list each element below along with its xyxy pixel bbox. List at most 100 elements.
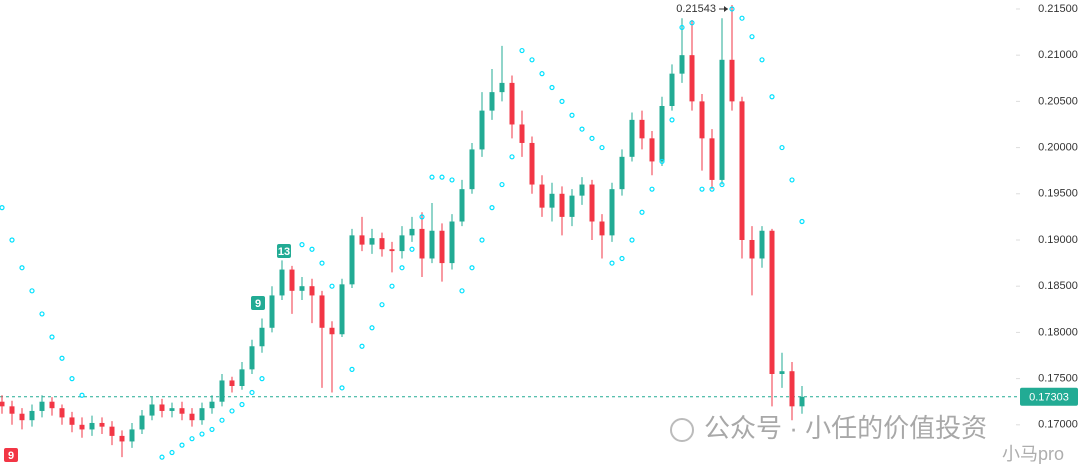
count-label: 9: [255, 298, 261, 310]
y-tick-label: 0.21500: [1038, 3, 1078, 15]
candle-body: [799, 396, 805, 407]
candle-body: [249, 346, 255, 370]
candle-body: [359, 235, 365, 245]
candle-body: [569, 195, 575, 217]
candle-body: [169, 408, 175, 411]
candle-body: [449, 221, 455, 264]
candle-body: [529, 142, 535, 185]
candle-body: [179, 408, 185, 414]
candle-body: [669, 73, 675, 106]
sar-dot: [409, 246, 415, 252]
sar-dot: [309, 246, 315, 252]
candle-body: [149, 404, 155, 416]
candle-body: [209, 401, 215, 409]
candle-body: [399, 235, 405, 252]
sar-dot: [39, 311, 45, 317]
candle-body: [59, 408, 65, 418]
candle-body: [109, 426, 115, 436]
sar-dot: [259, 376, 265, 382]
sar-dot: [709, 186, 715, 192]
sar-dot: [299, 242, 305, 248]
sar-dot: [679, 24, 685, 31]
sar-dot: [619, 255, 625, 262]
sar-dot: [49, 334, 55, 340]
candle-body: [649, 138, 655, 162]
candle-body: [679, 55, 685, 74]
candle-body: [49, 401, 55, 409]
sar-dot: [789, 177, 795, 183]
sar-dot: [499, 181, 505, 188]
sar-dot: [69, 376, 75, 382]
sar-dot: [59, 355, 65, 361]
sar-dot: [549, 84, 555, 91]
candle-body: [9, 406, 15, 414]
count-badge: 9: [4, 448, 18, 462]
candle-body: [39, 401, 45, 411]
candle-body: [499, 82, 505, 93]
sar-dot: [629, 237, 635, 243]
sar-dot: [699, 186, 705, 192]
candle-body: [519, 124, 525, 143]
sar-dot: [769, 94, 775, 100]
sar-dot: [199, 431, 205, 437]
candle-body: [199, 408, 205, 421]
candle-body: [689, 55, 695, 102]
candle-body: [89, 422, 95, 430]
sar-dot: [589, 135, 595, 141]
sar-dot: [479, 237, 485, 243]
sar-dot: [489, 205, 495, 211]
y-tick-label: 0.18500: [1038, 280, 1078, 292]
candle-body: [269, 295, 275, 328]
candle-body: [759, 230, 765, 259]
sar-dot: [559, 98, 565, 104]
sar-dot: [9, 237, 15, 243]
sar-dot: [519, 47, 525, 54]
sar-dot: [669, 117, 675, 123]
sar-dot: [779, 144, 785, 151]
high-label: 0.21543: [676, 3, 716, 15]
candle-body: [579, 184, 585, 196]
sar-dot: [389, 283, 395, 289]
sar-dot: [249, 389, 255, 396]
count-label: 9: [8, 450, 14, 462]
sar-dot: [659, 158, 665, 165]
candle-body: [479, 110, 485, 150]
last-price-tag: [1020, 387, 1078, 406]
candle-body: [539, 184, 545, 208]
candle-body: [629, 119, 635, 157]
count-badge-bg: [251, 296, 265, 310]
candle-body: [369, 238, 375, 245]
candle-body: [29, 410, 35, 421]
sar-dot: [719, 181, 725, 188]
sar-dot: [359, 343, 365, 349]
candle-body: [129, 429, 135, 442]
count-badge: 9: [251, 296, 265, 310]
candle-body: [99, 422, 105, 427]
candle-body: [79, 424, 85, 430]
candle-body: [439, 230, 445, 264]
y-tick-label: 0.19000: [1038, 234, 1078, 246]
candle-body: [729, 59, 735, 102]
candle-body: [119, 435, 125, 442]
sar-dot: [319, 260, 325, 266]
sar-dot: [739, 15, 745, 21]
watermark-icon: [670, 418, 694, 442]
candle-body: [219, 380, 225, 402]
candle-body: [299, 286, 305, 291]
candle-body: [419, 228, 425, 259]
candle-body: [749, 239, 755, 259]
candle-body: [189, 413, 195, 421]
y-tick-label: 0.19500: [1038, 188, 1078, 200]
candle-body: [779, 371, 785, 374]
candle-body: [139, 415, 145, 430]
sar-dot: [429, 174, 435, 180]
candle-body: [409, 228, 415, 236]
candle-body: [789, 371, 795, 407]
sar-dot: [449, 177, 455, 183]
candle-body: [19, 413, 25, 421]
candle-body: [349, 235, 355, 285]
candle-body: [429, 230, 435, 259]
sar-dot: [689, 20, 695, 26]
